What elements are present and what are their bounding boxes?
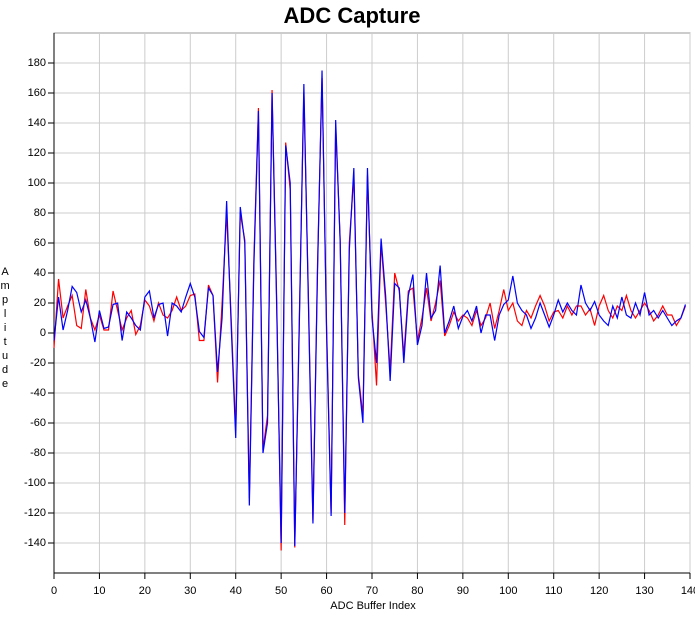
x-tick-label: 120 <box>590 585 608 597</box>
x-tick-label: 10 <box>93 585 105 597</box>
y-tick-label: 100 <box>28 177 46 189</box>
y-tick-label: -100 <box>24 477 46 489</box>
x-tick-label: 90 <box>457 585 469 597</box>
x-tick-label: 40 <box>230 585 242 597</box>
x-tick-label: 110 <box>545 585 563 597</box>
y-tick-label: 140 <box>28 117 46 129</box>
y-tick-label: 40 <box>34 267 46 279</box>
x-tick-label: 20 <box>139 585 151 597</box>
y-tick-label: 80 <box>34 207 46 219</box>
data-line <box>53 70 687 547</box>
x-tick-label: 30 <box>184 585 196 597</box>
x-tick-label: 70 <box>366 585 378 597</box>
y-tick-label: -60 <box>30 417 46 429</box>
y-tick-label: 20 <box>34 297 46 309</box>
x-tick-label: 80 <box>411 585 423 597</box>
y-tick-label: -40 <box>30 387 46 399</box>
x-tick-label: 130 <box>635 585 653 597</box>
x-tick-label: 140 <box>681 585 695 597</box>
x-tick-label: 60 <box>320 585 332 597</box>
y-tick-label: 120 <box>28 147 46 159</box>
y-tick-label: -20 <box>30 357 46 369</box>
x-tick-label: 100 <box>499 585 517 597</box>
y-tick-label: 160 <box>28 87 46 99</box>
y-tick-label: 0 <box>40 327 46 339</box>
chart-title: ADC Capture <box>284 3 421 28</box>
x-tick-label: 50 <box>275 585 287 597</box>
x-axis-label: ADC Buffer Index <box>330 600 416 612</box>
y-tick-label: 60 <box>34 237 46 249</box>
y-tick-label: 180 <box>28 57 46 69</box>
y-axis-label: Amplitude <box>0 266 11 392</box>
x-tick-label: 0 <box>51 585 57 597</box>
y-tick-label: -80 <box>30 447 46 459</box>
y-tick-label: -120 <box>24 507 46 519</box>
y-tick-label: -140 <box>24 537 46 549</box>
